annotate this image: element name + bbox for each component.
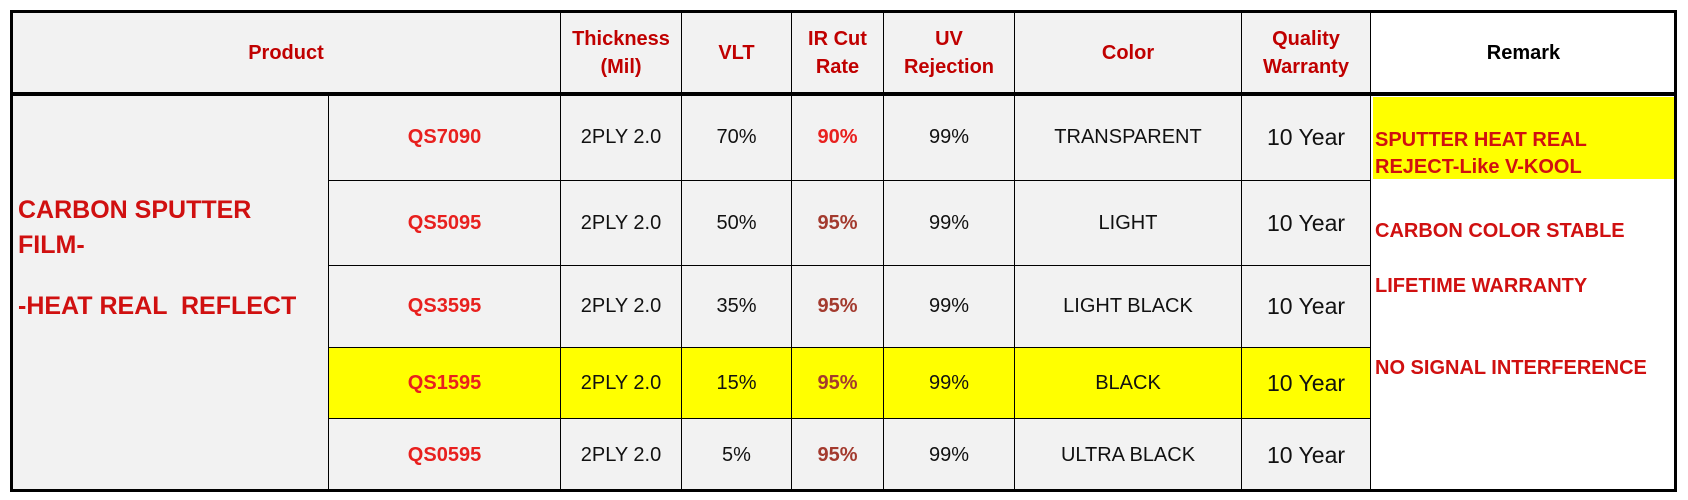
table-cell: 2PLY 2.0 — [560, 418, 682, 492]
group-label: CARBON SPUTTER FILM- — [18, 196, 252, 259]
table-cell: QS5095 — [328, 180, 561, 266]
table-cell: QS3595 — [328, 265, 561, 348]
table-cell: 10 Year — [1241, 347, 1371, 419]
table-cell: 2PLY 2.0 — [560, 180, 682, 266]
table-cell: 5% — [681, 418, 792, 492]
remark-cell: SPUTTER HEAT REAL REJECT-Like V-KOOL CARB… — [1370, 94, 1677, 492]
table-cell: 10 Year — [1241, 418, 1371, 492]
table-cell: 95% — [791, 347, 884, 419]
table-cell: 99% — [883, 347, 1015, 419]
table-cell: 2PLY 2.0 — [560, 265, 682, 348]
table-cell: 95% — [791, 180, 884, 266]
table-cell: TRANSPARENT — [1014, 94, 1242, 181]
table-cell: 15% — [681, 347, 792, 419]
header-cell: VLT — [681, 11, 792, 95]
table-cell: 70% — [681, 94, 792, 181]
table-cell: BLACK — [1014, 347, 1242, 419]
table-cell: 99% — [883, 265, 1015, 348]
header-cell: Product — [11, 11, 561, 95]
remark-text: SPUTTER HEAT REAL REJECT-Like V-KOOL — [1375, 129, 1587, 178]
table-cell: LIGHT — [1014, 180, 1242, 266]
remark-highlight — [1373, 97, 1674, 179]
table-cell: 99% — [883, 418, 1015, 492]
header-cell: UV Rejection — [883, 11, 1015, 95]
header-rule — [10, 92, 1677, 96]
table-cell: 10 Year — [1241, 94, 1371, 181]
remark-text: LIFETIME WARRANTY — [1375, 275, 1588, 297]
table-cell: LIGHT BLACK — [1014, 265, 1242, 348]
table-cell: 99% — [883, 94, 1015, 181]
remark-text: CARBON COLOR STABLE — [1375, 220, 1625, 242]
table-cell: ULTRA BLACK — [1014, 418, 1242, 492]
table-cell: 2PLY 2.0 — [560, 347, 682, 419]
table-cell: 2PLY 2.0 — [560, 94, 682, 181]
group-cell: CARBON SPUTTER FILM- -HEAT REAL REFLECT — [11, 94, 329, 492]
table-cell: QS0595 — [328, 418, 561, 492]
remark-text: NO SIGNAL INTERFERENCE — [1375, 357, 1647, 379]
group-label: -HEAT REAL REFLECT — [18, 292, 297, 320]
table-cell: 50% — [681, 180, 792, 266]
table-cell: 35% — [681, 265, 792, 348]
table-cell: 95% — [791, 265, 884, 348]
header-cell: Remark — [1370, 11, 1677, 95]
header-cell: IR Cut Rate — [791, 11, 884, 95]
table-cell: QS7090 — [328, 94, 561, 181]
table-cell: 99% — [883, 180, 1015, 266]
header-cell: Quality Warranty — [1241, 11, 1371, 95]
header-cell: Thickness (Mil) — [560, 11, 682, 95]
table-cell: 10 Year — [1241, 180, 1371, 266]
table-cell: 95% — [791, 418, 884, 492]
header-cell: Color — [1014, 11, 1242, 95]
table-cell: QS1595 — [328, 347, 561, 419]
table-cell: 10 Year — [1241, 265, 1371, 348]
table-cell: 90% — [791, 94, 884, 181]
